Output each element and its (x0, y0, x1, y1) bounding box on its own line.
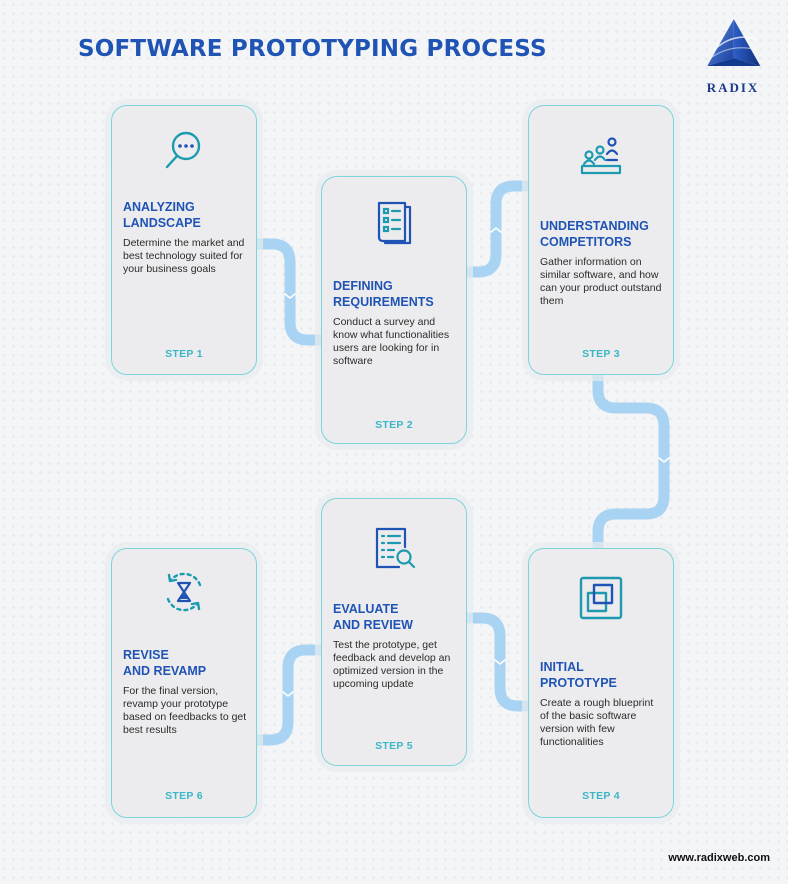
connector-step3-step4 (592, 370, 670, 554)
prototype-layers-icon (576, 573, 626, 623)
hourglass-cycle-icon (159, 567, 209, 617)
step-title: DEFINING REQUIREMENTS (333, 279, 434, 309)
step-label: STEP 3 (582, 348, 620, 360)
document-search-icon (369, 523, 419, 573)
step-card-evaluate-and-review: EVALUATE AND REVIEW Test the prototype, g… (321, 498, 467, 766)
magnifier-chat-icon (159, 126, 209, 176)
document-list-icon (369, 197, 419, 247)
logo-text: RADIX (706, 80, 760, 95)
connector-chevron (658, 457, 670, 463)
connector-chevron (284, 293, 296, 299)
competitors-podium-icon (576, 130, 626, 180)
step-title: EVALUATE AND REVIEW (333, 602, 413, 632)
page-title: SOFTWARE PROTOTYPING PROCESS (78, 36, 547, 62)
step-label: STEP 5 (375, 740, 413, 752)
website-link[interactable]: www.radixweb.com (668, 852, 770, 864)
connector-step1-step2 (252, 238, 328, 346)
step-label: STEP 1 (165, 348, 203, 360)
step-description: Test the prototype, get feedback and dev… (333, 639, 451, 690)
step-card-analyzing-landscape: ANALYZING LANDSCAPE Determine the market … (111, 105, 257, 375)
step-description: Determine the market and best technology… (123, 237, 245, 275)
step-description: Create a rough blueprint of the basic so… (540, 697, 654, 748)
step-title: UNDERSTANDING COMPETITORS (540, 219, 649, 249)
step-label: STEP 4 (582, 790, 620, 802)
step-title: ANALYZING LANDSCAPE (123, 200, 201, 230)
step-description: Gather information on similar software, … (540, 256, 662, 307)
step-description: For the final version, revamp your proto… (123, 685, 247, 736)
step-label: STEP 2 (375, 419, 413, 431)
radix-pyramid-logo (694, 16, 772, 98)
step-card-understanding-competitors: UNDERSTANDING COMPETITORS Gather informat… (528, 105, 674, 375)
step-title: INITIAL PROTOTYPE (540, 660, 617, 690)
connector-chevron (494, 659, 506, 665)
connector-step4-step5 (461, 612, 534, 712)
step-card-revise-and-revamp: REVISE AND REVAMP For the final version, … (111, 548, 257, 818)
step-card-initial-prototype: INITIAL PROTOTYPE Create a rough blueprin… (528, 548, 674, 818)
step-title: REVISE AND REVAMP (123, 648, 207, 678)
step-description: Conduct a survey and know what functiona… (333, 316, 450, 367)
connector-chevron (282, 691, 294, 697)
connector-chevron (490, 227, 502, 233)
step-label: STEP 6 (165, 790, 203, 802)
step-card-defining-requirements: DEFINING REQUIREMENTS Conduct a survey an… (321, 176, 467, 444)
